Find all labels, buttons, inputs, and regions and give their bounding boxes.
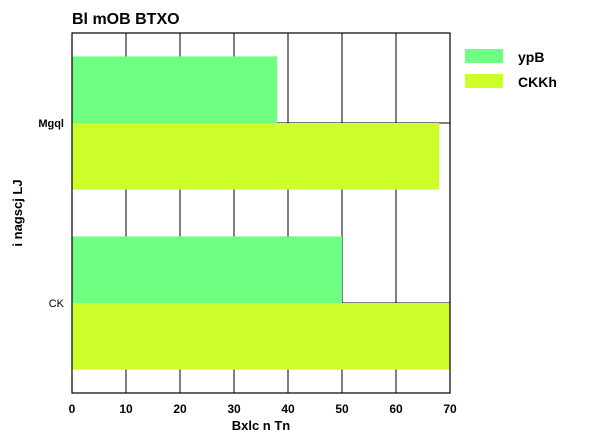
chart-title: Bl mOB BTXO	[72, 11, 180, 28]
y-axis-label: i nagscj LJ	[10, 179, 25, 246]
x-tick-label: 50	[335, 402, 349, 416]
legend-swatch	[465, 74, 503, 88]
legend-swatch	[465, 49, 503, 63]
x-tick-label: 20	[173, 402, 187, 416]
x-tick-label: 40	[281, 402, 295, 416]
bar-ypB-Mgql	[72, 56, 277, 123]
y-category-label: CK	[49, 298, 65, 310]
y-category-labels: Mgql CK	[38, 118, 64, 310]
x-axis-label: Bxlc n Tn	[232, 418, 291, 433]
x-tick-labels: 0 10 20 30 40 50 60 70	[69, 402, 457, 416]
legend-label: CKKh	[518, 74, 557, 90]
x-tick-label: 10	[119, 402, 133, 416]
x-tick-label: 70	[443, 402, 457, 416]
legend: ypB CKKh	[465, 49, 557, 90]
bars	[72, 56, 450, 369]
bar-ypB-CK	[72, 236, 342, 303]
y-category-label: Mgql	[38, 118, 64, 130]
x-tick-label: 30	[227, 402, 241, 416]
bar-CKKh-Mgql	[72, 123, 439, 190]
bar-CKKh-CK	[72, 303, 450, 370]
x-tick-label: 0	[69, 402, 76, 416]
x-tick-label: 60	[389, 402, 403, 416]
legend-label: ypB	[518, 49, 544, 65]
